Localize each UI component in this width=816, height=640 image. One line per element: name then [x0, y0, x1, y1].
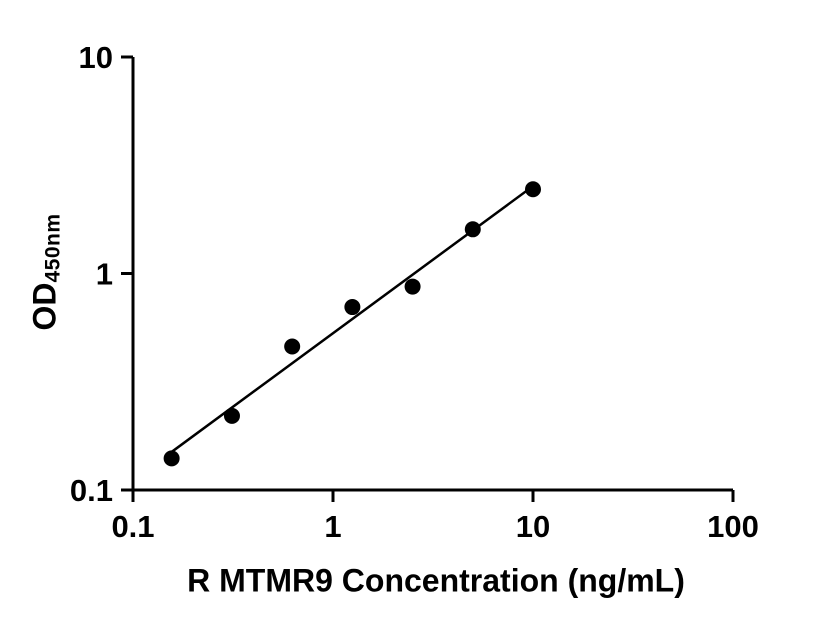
- y-axis-tick-label: 10: [79, 40, 113, 75]
- data-point: [525, 181, 541, 198]
- y-axis-tick-label: 0.1: [70, 473, 113, 508]
- data-point: [344, 299, 361, 316]
- x-axis-tick-label: 0.1: [111, 509, 154, 544]
- data-point: [284, 338, 301, 355]
- x-axis-tick-label: 1: [324, 509, 341, 544]
- data-point: [163, 450, 180, 467]
- y-axis-tick-label: 1: [96, 257, 113, 292]
- data-point: [404, 278, 421, 295]
- data-point: [464, 221, 481, 238]
- x-axis-tick-label: 100: [707, 509, 759, 544]
- y-axis-title-subscript: 450nm: [41, 213, 65, 283]
- y-axis-title: OD450nm: [27, 213, 66, 330]
- data-point: [223, 407, 240, 424]
- y-axis-title-main: OD: [26, 282, 63, 331]
- x-axis-title: R MTMR9 Concentration (ng/mL): [187, 562, 685, 599]
- x-axis-tick-label: 10: [516, 509, 550, 544]
